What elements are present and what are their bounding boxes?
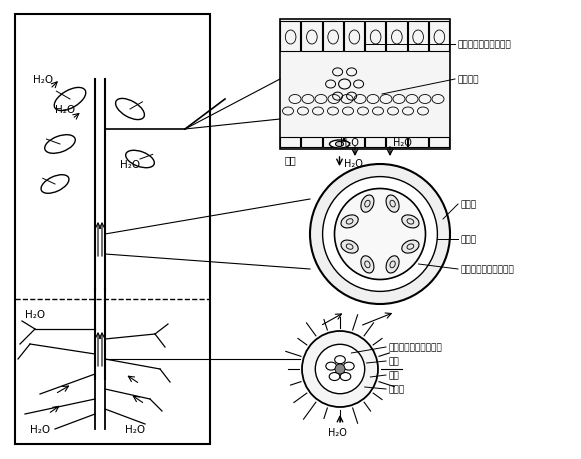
Bar xyxy=(280,22,300,52)
Circle shape xyxy=(310,165,450,304)
Text: H₂O: H₂O xyxy=(393,138,412,148)
Bar xyxy=(386,22,407,52)
Ellipse shape xyxy=(335,142,343,147)
Text: 根毛: 根毛 xyxy=(388,371,399,380)
Bar xyxy=(280,138,300,148)
Text: H₂O: H₂O xyxy=(25,309,45,319)
Ellipse shape xyxy=(386,196,399,213)
Bar xyxy=(429,22,449,52)
Bar xyxy=(365,22,385,52)
Circle shape xyxy=(302,331,378,407)
Text: H₂O: H₂O xyxy=(30,424,50,434)
Bar xyxy=(344,138,364,148)
Text: 皮层: 皮层 xyxy=(388,357,399,366)
Text: 海绵组织: 海绵组织 xyxy=(457,75,479,84)
Text: H₂O: H₂O xyxy=(33,75,53,85)
Text: H₂O: H₂O xyxy=(340,138,359,148)
Ellipse shape xyxy=(386,256,399,274)
Circle shape xyxy=(335,189,425,280)
Circle shape xyxy=(335,364,345,374)
Bar xyxy=(344,22,364,52)
Ellipse shape xyxy=(329,141,350,149)
Bar xyxy=(365,138,385,148)
Text: H₂O: H₂O xyxy=(55,105,75,115)
Text: H₂O: H₂O xyxy=(120,160,140,170)
Text: 木质部（其内有导管）: 木质部（其内有导管） xyxy=(460,265,514,274)
Bar xyxy=(15,15,210,444)
Ellipse shape xyxy=(341,241,358,253)
Bar xyxy=(302,22,321,52)
Text: 木质部（其内有导管）: 木质部（其内有导管） xyxy=(457,40,511,50)
Text: 气孔: 气孔 xyxy=(285,155,297,165)
Text: 形成层: 形成层 xyxy=(460,235,476,244)
Bar xyxy=(322,22,343,52)
Bar xyxy=(429,138,449,148)
Circle shape xyxy=(315,345,365,394)
Text: H₂O: H₂O xyxy=(343,159,363,168)
Bar xyxy=(302,138,321,148)
Text: 韧皮部: 韧皮部 xyxy=(460,200,476,209)
Text: H₂O: H₂O xyxy=(328,427,347,437)
Text: 韧皮部: 韧皮部 xyxy=(388,385,404,394)
Text: 木质部（其内有导管）: 木质部（其内有导管） xyxy=(388,343,442,352)
Ellipse shape xyxy=(361,196,374,213)
Ellipse shape xyxy=(341,215,358,229)
Bar xyxy=(322,138,343,148)
Circle shape xyxy=(322,177,437,292)
Ellipse shape xyxy=(402,215,419,229)
Text: H₂O: H₂O xyxy=(125,424,145,434)
Ellipse shape xyxy=(402,241,419,253)
Bar xyxy=(386,138,407,148)
Ellipse shape xyxy=(361,256,374,274)
Bar xyxy=(280,20,450,150)
Bar xyxy=(407,22,428,52)
Bar xyxy=(407,138,428,148)
